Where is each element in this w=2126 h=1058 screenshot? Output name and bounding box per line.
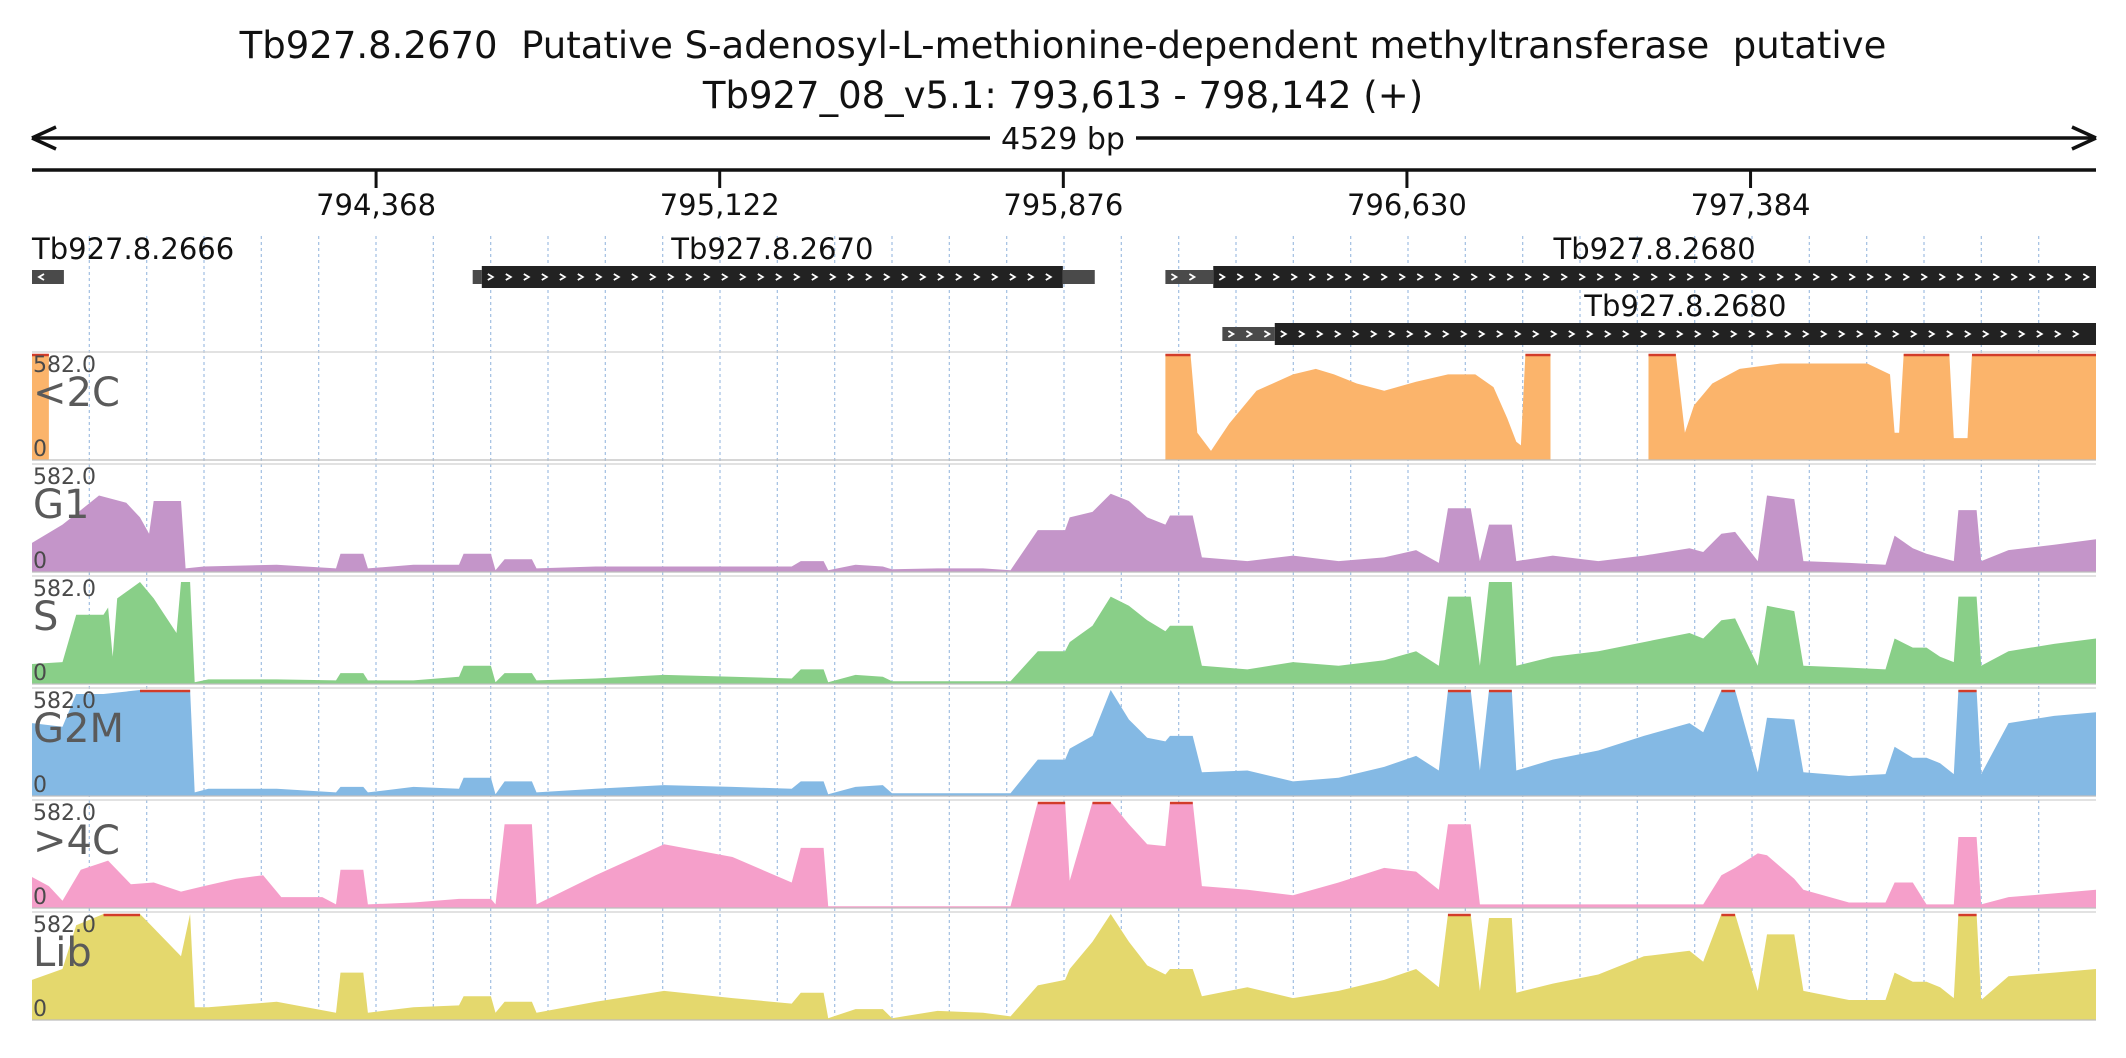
ruler-tick-label: 797,384 <box>1691 188 1811 222</box>
gene-label: Tb927.8.2666 <box>31 232 234 266</box>
track-scale-min: 0 <box>33 661 47 686</box>
region-label: Tb927_08_v5.1: 793,613 - 798,142 (+) <box>702 74 1424 117</box>
track-scale-max: 582.0 <box>33 801 96 826</box>
track-name: >4C <box>33 818 120 864</box>
gene-utr <box>1165 270 1214 284</box>
strand-arrows <box>1218 273 2090 281</box>
track-name: G2M <box>33 706 124 752</box>
ruler: 794,368 795,122 795,876 796,630 797,384 <box>32 168 2096 222</box>
gene-utr <box>1222 327 1275 341</box>
gene-model[interactable]: Tb927.8.2680 <box>1165 232 2096 288</box>
coverage-area <box>32 802 2096 908</box>
track-name: Lib <box>33 930 92 976</box>
strand-arrows <box>1170 273 1197 281</box>
gene-cds <box>1274 323 2096 345</box>
span-label: 4529 bp <box>1001 122 1125 157</box>
gene-label: Tb927.8.2670 <box>670 232 873 266</box>
gene-utr <box>32 270 64 284</box>
gene-track: Tb927.8.2666 Tb927.8.2670 Tb927.8.2680 Tb92… <box>31 232 2096 345</box>
track-scale-max: 582.0 <box>33 465 96 490</box>
gene-label: Tb927.8.2680 <box>1583 289 1786 323</box>
gene-model[interactable]: Tb927.8.2680 <box>1222 289 2096 345</box>
strand-arrows <box>1227 330 1272 338</box>
track-scale-max: 582.0 <box>33 577 96 602</box>
gene-cds <box>481 266 1063 288</box>
strand-arrows <box>1280 330 2080 338</box>
span-indicator: 4529 bp <box>31 122 2097 157</box>
track-name: <2C <box>33 370 120 416</box>
track-scale-min: 0 <box>33 549 47 574</box>
ruler-tick-label: 794,368 <box>316 188 436 222</box>
page-title: Tb927.8.2670 Putative S-adenosyl-L-methi… <box>239 24 1887 67</box>
gene-label: Tb927.8.2680 <box>1553 232 1756 266</box>
track-scale-max: 582.0 <box>33 689 96 714</box>
track-scale-max: 582.0 <box>33 913 96 938</box>
coverage-area <box>32 582 2096 684</box>
coverage-area <box>1165 354 1551 460</box>
strand-arrows <box>487 273 1053 281</box>
track-scale-min: 0 <box>33 885 47 910</box>
track-name: G1 <box>33 482 89 528</box>
coverage-tracks: <2C582.00G1582.00S582.00G2M582.00>4C582.… <box>32 351 2096 1022</box>
gene-model[interactable]: Tb927.8.2670 <box>472 232 1095 288</box>
ruler-tick-label: 796,630 <box>1347 188 1467 222</box>
ruler-tick-label: 795,122 <box>660 188 780 222</box>
track-scale-min: 0 <box>33 997 47 1022</box>
coverage-area <box>32 354 49 460</box>
track-scale-min: 0 <box>33 437 47 462</box>
gene-model[interactable]: Tb927.8.2666 <box>31 232 234 284</box>
gene-utr <box>472 270 482 284</box>
ruler-tick-label: 795,876 <box>1003 188 1123 222</box>
coverage-area <box>32 914 2096 1020</box>
coverage-area <box>1648 354 2096 460</box>
track-scale-min: 0 <box>33 773 47 798</box>
strand-arrows <box>37 273 45 281</box>
gene-utr <box>1062 270 1095 284</box>
right-arrow-icon <box>2071 125 2097 151</box>
coverage-area <box>32 690 2096 796</box>
coverage-area <box>32 493 2096 572</box>
left-arrow-icon <box>31 125 57 151</box>
track-scale-max: 582.0 <box>33 353 96 378</box>
track-name: S <box>33 594 58 640</box>
